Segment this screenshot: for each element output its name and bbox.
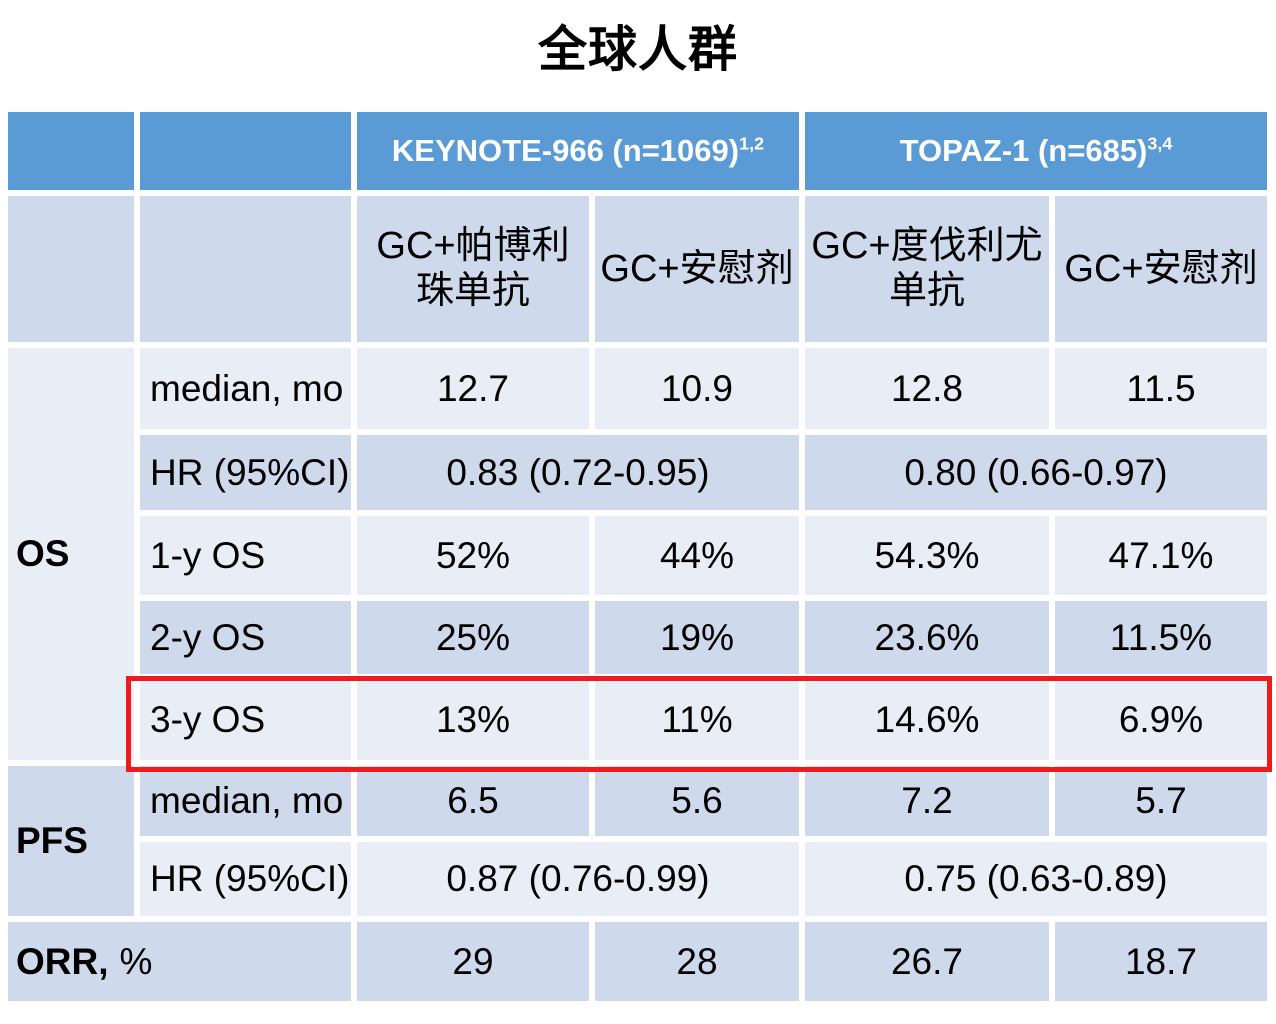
table-row-os-3y: 3-y OS 13% 11% 14.6% 6.9% [8, 680, 1267, 760]
value-cell: 11.5% [1055, 601, 1267, 674]
row-label: HR (95%CI) [140, 435, 351, 510]
value-cell-span: 0.83 (0.72-0.95) [357, 435, 799, 510]
arm-header-gc-placebo-topaz: GC+安慰剂 [1055, 196, 1267, 342]
arm-header-row: GC+帕博利珠单抗 GC+安慰剂 GC+度伐利尤单抗 GC+安慰剂 [8, 196, 1267, 342]
value-cell: 52% [357, 516, 589, 595]
value-cell: 54.3% [805, 516, 1049, 595]
row-label: HR (95%CI) [140, 842, 351, 916]
trial-header-topaz1: TOPAZ-1 (n=685)3,4 [805, 112, 1267, 190]
value-cell-span: 0.87 (0.76-0.99) [357, 842, 799, 916]
value-cell: 6.9% [1055, 680, 1267, 760]
empty-cell [140, 196, 351, 342]
row-label-orr: ORR,% [8, 922, 351, 1001]
table-row-orr: ORR,% 29 28 26.7 18.7 [8, 922, 1267, 1001]
reference-superscript: 1,2 [739, 133, 765, 154]
value-cell: 23.6% [805, 601, 1049, 674]
value-cell: 5.6 [595, 766, 799, 836]
trial-header-keynote966: KEYNOTE-966 (n=1069)1,2 [357, 112, 799, 190]
value-cell: 25% [357, 601, 589, 674]
value-cell: 29 [357, 922, 589, 1001]
row-label: 3-y OS [140, 680, 351, 760]
value-cell-span: 0.75 (0.63-0.89) [805, 842, 1267, 916]
reference-superscript: 3,4 [1147, 133, 1173, 154]
value-cell: 28 [595, 922, 799, 1001]
value-cell: 47.1% [1055, 516, 1267, 595]
value-cell: 11% [595, 680, 799, 760]
value-cell: 19% [595, 601, 799, 674]
table-row-os-median: OS median, mo 12.7 10.9 12.8 11.5 [8, 348, 1267, 760]
empty-header-cell [140, 112, 351, 190]
value-cell: 26.7 [805, 922, 1049, 1001]
value-cell: 44% [595, 516, 799, 595]
arm-header-gc-placebo-keynote: GC+安慰剂 [595, 196, 799, 342]
empty-cell [8, 196, 134, 342]
arm-header-gc-durvalumab: GC+度伐利尤单抗 [805, 196, 1049, 342]
value-cell: 14.6% [805, 680, 1049, 760]
table-row-pfs-hr: HR (95%CI) 0.87 (0.76-0.99) 0.75 (0.63-0… [8, 842, 1267, 916]
row-label: median, mo [140, 766, 351, 836]
row-label: 2-y OS [140, 601, 351, 674]
trial-name: TOPAZ-1 (n=685) [899, 133, 1148, 168]
table-row-os-hr: HR (95%CI) 0.83 (0.72-0.95) 0.80 (0.66-0… [8, 435, 1267, 510]
page-title: 全球人群 [537, 23, 738, 77]
trial-name: KEYNOTE-966 (n=1069) [391, 133, 740, 168]
value-cell: 11.5 [1055, 348, 1267, 429]
value-cell: 10.9 [595, 348, 799, 429]
value-cell: 12.7 [357, 348, 589, 429]
value-cell: 7.2 [805, 766, 1049, 836]
row-label: median, mo [140, 348, 351, 429]
section-label-os: OS [8, 348, 134, 760]
orr-unit: % [119, 940, 153, 982]
orr-label: ORR, [16, 940, 109, 982]
empty-header-cell [8, 112, 134, 190]
arm-header-gc-pembrolizumab: GC+帕博利珠单抗 [357, 196, 589, 342]
table-row-os-1y: 1-y OS 52% 44% 54.3% 47.1% [8, 516, 1267, 595]
row-label: 1-y OS [140, 516, 351, 595]
section-label-pfs: PFS [8, 766, 134, 916]
value-cell: 18.7 [1055, 922, 1267, 1001]
table-row-os-2y: 2-y OS 25% 19% 23.6% 11.5% [8, 601, 1267, 674]
table-row-pfs-median: PFS median, mo 6.5 5.6 7.2 5.7 [8, 766, 1267, 916]
value-cell: 6.5 [357, 766, 589, 836]
value-cell: 12.8 [805, 348, 1049, 429]
trial-comparison-table: KEYNOTE-966 (n=1069)1,2 TOPAZ-1 (n=685)3… [2, 106, 1273, 1007]
trial-header-row: KEYNOTE-966 (n=1069)1,2 TOPAZ-1 (n=685)3… [8, 112, 1267, 190]
value-cell: 13% [357, 680, 589, 760]
value-cell: 5.7 [1055, 766, 1267, 836]
value-cell-span: 0.80 (0.66-0.97) [805, 435, 1267, 510]
